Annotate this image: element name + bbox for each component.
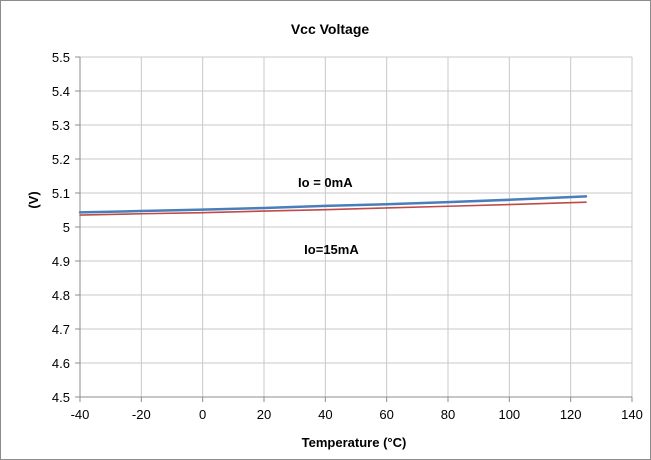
x-tick-label: -40 [71, 407, 90, 422]
y-tick-label: 5.4 [52, 84, 70, 99]
y-tick-label: 5.5 [52, 50, 70, 65]
x-tick-label: 60 [379, 407, 393, 422]
series-lines [80, 196, 586, 215]
annotation-label: Io = 0mA [298, 175, 353, 190]
x-tick-label: -20 [132, 407, 151, 422]
x-tick-label: 80 [441, 407, 455, 422]
y-tick-label: 4.7 [52, 322, 70, 337]
chart-title: Vcc Voltage [291, 21, 370, 37]
y-tick-label: 4.8 [52, 288, 70, 303]
x-tick-label: 40 [318, 407, 332, 422]
y-tick-label: 5.1 [52, 186, 70, 201]
x-tick-label: 20 [257, 407, 271, 422]
gridlines [75, 57, 632, 402]
tick-labels: -40 -20 0 20 40 60 80 100 120 140 4.5 4.6 4.7 4.8 4.9 5… [52, 50, 643, 422]
x-tick-label: 120 [560, 407, 582, 422]
series-line-1 [80, 202, 586, 215]
annotation-label: Io=15mA [304, 242, 359, 257]
y-tick-label: 4.6 [52, 356, 70, 371]
y-tick-label: 5 [63, 220, 70, 235]
x-tick-label: 140 [621, 407, 643, 422]
y-tick-label: 4.5 [52, 390, 70, 405]
y-tick-label: 5.2 [52, 152, 70, 167]
y-tick-label: 5.3 [52, 118, 70, 133]
y-axis-title: (V) [26, 191, 41, 208]
y-tick-label: 4.9 [52, 254, 70, 269]
annotations: Io = 0mA Io=15mA [298, 175, 359, 257]
x-axis-title: Temperature (°C) [302, 435, 407, 450]
x-tick-label: 100 [498, 407, 520, 422]
x-tick-label: 0 [199, 407, 206, 422]
